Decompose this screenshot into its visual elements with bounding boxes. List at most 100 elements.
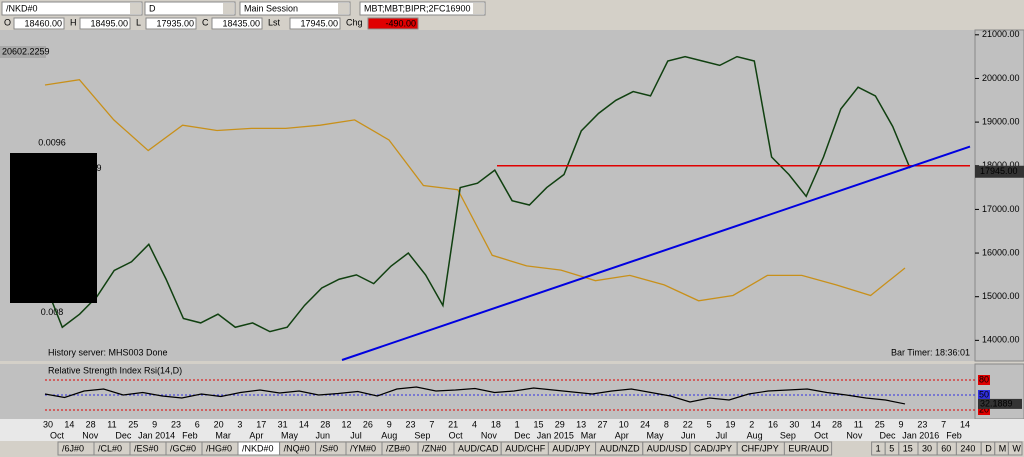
price-tick-label: 19000.00: [982, 116, 1020, 126]
quote-label: O: [4, 17, 11, 27]
info-box: [10, 153, 97, 303]
day-label: 23: [406, 419, 416, 429]
day-label: 28: [832, 419, 842, 429]
time-axis: [0, 419, 1024, 441]
month-label: Jul: [716, 430, 728, 440]
day-label: 26: [363, 419, 373, 429]
month-label: Apr: [249, 430, 263, 440]
compare-tick-label: 0.008: [41, 307, 64, 317]
day-label: 7: [429, 419, 434, 429]
info-label: Zone: [13, 195, 34, 205]
timeframe-label: 5: [889, 443, 894, 453]
symbol-tab-label: /NQ#0: [284, 443, 310, 453]
symbol-tab-label: AUD/USD: [647, 443, 688, 453]
info-value: 20602.23: [54, 152, 92, 162]
quote-field: [211, 17, 263, 30]
month-label: Apr: [615, 430, 629, 440]
last-price: 17945.00: [980, 166, 1018, 176]
day-label: 11: [107, 419, 116, 429]
day-label: 16: [768, 419, 778, 429]
price-tick-label: 15000.00: [982, 291, 1020, 301]
day-label: 9: [387, 419, 392, 429]
day-label: 30: [43, 419, 53, 429]
info-label: Low: [13, 227, 30, 237]
day-label: 4: [472, 419, 477, 429]
quote-field: [367, 17, 419, 30]
info-label: #2 Close: [13, 290, 49, 300]
timeframe-tab[interactable]: [1007, 441, 1023, 456]
month-label: Mar: [215, 430, 231, 440]
rsi-line: [44, 386, 906, 405]
month-label: Jan 2014: [138, 430, 175, 440]
dropdown[interactable]: [239, 1, 351, 16]
symbol-tab-label: AUD/NZD: [600, 443, 640, 453]
dropdown-text: Main Session: [244, 3, 298, 13]
symbol-tab-label: EUR/AUD: [788, 443, 829, 453]
info-label: Change%: [13, 269, 53, 279]
day-label: 9: [899, 419, 904, 429]
symbol-tab-label: /NKD#0: [242, 443, 274, 453]
symbol-tab-label: /CL#0: [98, 443, 122, 453]
day-label: 14: [811, 419, 821, 429]
dropdown-arrow[interactable]: [223, 3, 234, 14]
day-label: 5: [707, 419, 712, 429]
info-value: 09:30:00: [54, 184, 89, 194]
day-label: 7: [941, 419, 946, 429]
timeframe-label: 15: [903, 443, 913, 453]
cursor-label: 20602.2259: [2, 46, 50, 56]
dropdown[interactable]: [1, 1, 143, 16]
month-label: Jan 2016: [902, 430, 939, 440]
month-label: Nov: [481, 430, 498, 440]
day-label: 2: [749, 419, 754, 429]
symbol-tab-label: /YM#0: [350, 443, 376, 453]
symbol-tab-label: /ZB#0: [386, 443, 410, 453]
month-label: Sep: [414, 430, 430, 440]
info-label: Range: [13, 248, 40, 258]
month-label: Dec: [880, 430, 897, 440]
day-label: 20: [214, 419, 224, 429]
month-label: Oct: [814, 430, 829, 440]
dropdown[interactable]: [359, 1, 486, 16]
month-label: Oct: [50, 430, 65, 440]
day-label: 13: [576, 419, 586, 429]
day-label: 27: [597, 419, 607, 429]
status: History server: MHS003 Done: [48, 347, 168, 357]
info-label: Rsi(14,D): [13, 280, 51, 290]
dropdown-arrow[interactable]: [473, 3, 484, 14]
day-label: 28: [320, 419, 330, 429]
month-label: Sep: [780, 430, 796, 440]
symbol-tab[interactable]: [783, 441, 833, 456]
symbol-tab-label: AUD/JPY: [552, 443, 590, 453]
day-label: 30: [789, 419, 799, 429]
dropdown-arrow[interactable]: [338, 3, 349, 14]
month-label: Mar: [581, 430, 597, 440]
day-label: 14: [960, 419, 970, 429]
symbol-tab-label: /S#0: [320, 443, 339, 453]
day-label: 3: [237, 419, 242, 429]
quote-field: [79, 17, 131, 30]
day-label: 22: [683, 419, 693, 429]
price-tick-label: 16000.00: [982, 247, 1020, 257]
quote-label: C: [202, 17, 209, 27]
month-label: Nov: [846, 430, 863, 440]
symbol-tab-label: AUD/CAD: [458, 443, 499, 453]
info-label: High: [13, 216, 32, 226]
symbol-tab-label: /HG#0: [206, 443, 232, 453]
symbol-tab-label: /GC#0: [170, 443, 196, 453]
rsi-level-label: 50: [979, 389, 989, 399]
day-label: 31: [278, 419, 288, 429]
quote-label: L: [136, 17, 141, 27]
day-label: 23: [917, 419, 927, 429]
timeframe-label: W: [1012, 443, 1021, 453]
dropdown[interactable]: [144, 1, 236, 16]
month-label: May: [281, 430, 299, 440]
price-tick-label: 17000.00: [982, 204, 1020, 214]
dropdown-arrow[interactable]: [130, 3, 141, 14]
day-label: 15: [533, 419, 543, 429]
day-label: 10: [619, 419, 629, 429]
compare-line: [44, 79, 906, 302]
quote-field: [145, 17, 197, 30]
day-label: 8: [664, 419, 669, 429]
quote-label: Chg: [346, 17, 363, 27]
